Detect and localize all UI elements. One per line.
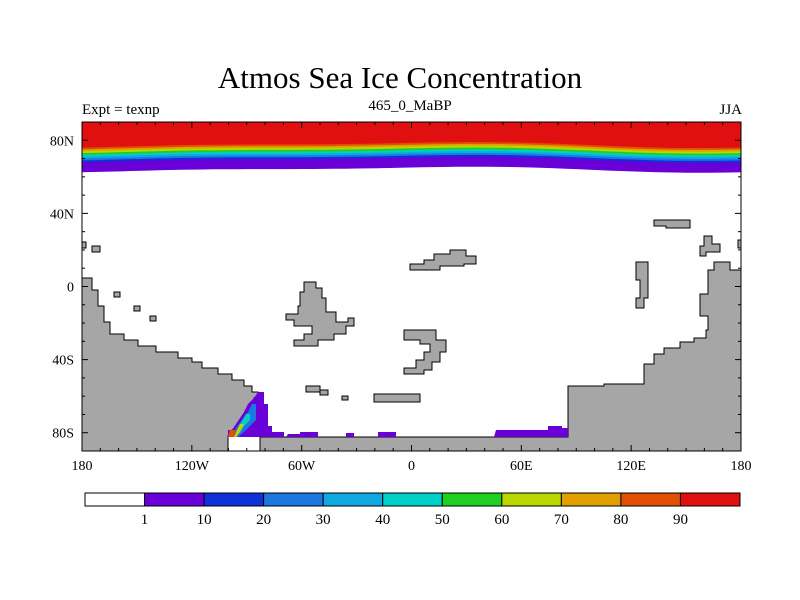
colorbar-swatch xyxy=(501,492,562,507)
south-ice-patch xyxy=(234,424,244,437)
land-mass xyxy=(285,281,355,347)
colorbar-label: 40 xyxy=(375,512,390,528)
colorbar-swatch xyxy=(679,492,741,507)
colorbar-label: 90 xyxy=(673,512,688,528)
land-mass xyxy=(82,241,87,249)
y-tick-label: 40N xyxy=(50,207,74,222)
south-ice-patch xyxy=(286,432,318,437)
land-mass xyxy=(259,261,741,451)
colorbar-swatch xyxy=(84,492,146,507)
x-tick-label: 180 xyxy=(731,459,752,474)
land-mass xyxy=(91,245,101,253)
land-mass xyxy=(149,315,157,322)
ice-band xyxy=(82,122,741,148)
colorbar: 1 10 20 30 40 50 60 70 80 90 xyxy=(84,492,741,528)
colorbar-swatch xyxy=(441,492,503,507)
land-mass xyxy=(653,219,691,229)
y-tick-label: 80S xyxy=(52,427,74,442)
y-tick-label: 40S xyxy=(52,354,74,369)
colorbar-label: 30 xyxy=(316,512,331,528)
x-tick-label: 0 xyxy=(408,459,415,474)
colorbar-label: 1 xyxy=(141,512,149,528)
south-ice-patch xyxy=(494,426,568,437)
y-tick-label: 0 xyxy=(67,281,74,296)
land-mass xyxy=(341,395,349,401)
south-ice-patch xyxy=(228,430,236,437)
experiment-label: Expt = texnp xyxy=(82,102,160,118)
land-mass xyxy=(635,261,649,309)
colorbar-swatch xyxy=(382,492,443,507)
south-ice-patch xyxy=(378,432,396,437)
colorbar-swatch xyxy=(322,492,384,507)
south-ice-patch xyxy=(346,433,354,437)
colorbar-swatch xyxy=(560,492,622,507)
colorbar-label: 20 xyxy=(256,512,271,528)
plot-title: Atmos Sea Ice Concentration xyxy=(217,60,583,95)
land-mass xyxy=(373,393,421,403)
x-tick-label: 120W xyxy=(175,459,210,474)
y-tick-label: 80N xyxy=(50,134,74,149)
land-mass xyxy=(113,291,121,298)
colorbar-label: 50 xyxy=(435,512,450,528)
land-layer xyxy=(82,219,741,451)
colorbar-swatch xyxy=(620,492,681,507)
land-mass xyxy=(699,235,721,257)
colorbar-swatch xyxy=(263,492,324,507)
plot-subtitle: 465_0_MaBP xyxy=(368,98,452,114)
south-ice-field xyxy=(228,392,568,437)
x-tick-label: 180 xyxy=(72,459,93,474)
land-mass xyxy=(737,239,741,249)
colorbar-label: 10 xyxy=(197,512,212,528)
x-tick-label: 120E xyxy=(616,459,646,474)
north-ice-field xyxy=(82,122,741,173)
axes: 180 120W 60W 0 60E 120E 180 80N 40N 0 40S 80S xyxy=(50,121,752,474)
colorbar-swatch xyxy=(203,492,265,507)
colorbar-label: 60 xyxy=(494,512,509,528)
colorbar-label: 70 xyxy=(554,512,569,528)
land-mass xyxy=(403,329,447,375)
land-mass xyxy=(133,305,141,312)
land-mass xyxy=(305,385,321,393)
season-label: JJA xyxy=(719,102,742,118)
land-mass xyxy=(319,389,329,396)
colorbar-label: 80 xyxy=(613,512,628,528)
colorbar-swatch xyxy=(144,492,205,507)
x-tick-label: 60E xyxy=(510,459,533,474)
land-mass xyxy=(409,249,477,271)
x-tick-label: 60W xyxy=(288,459,316,474)
